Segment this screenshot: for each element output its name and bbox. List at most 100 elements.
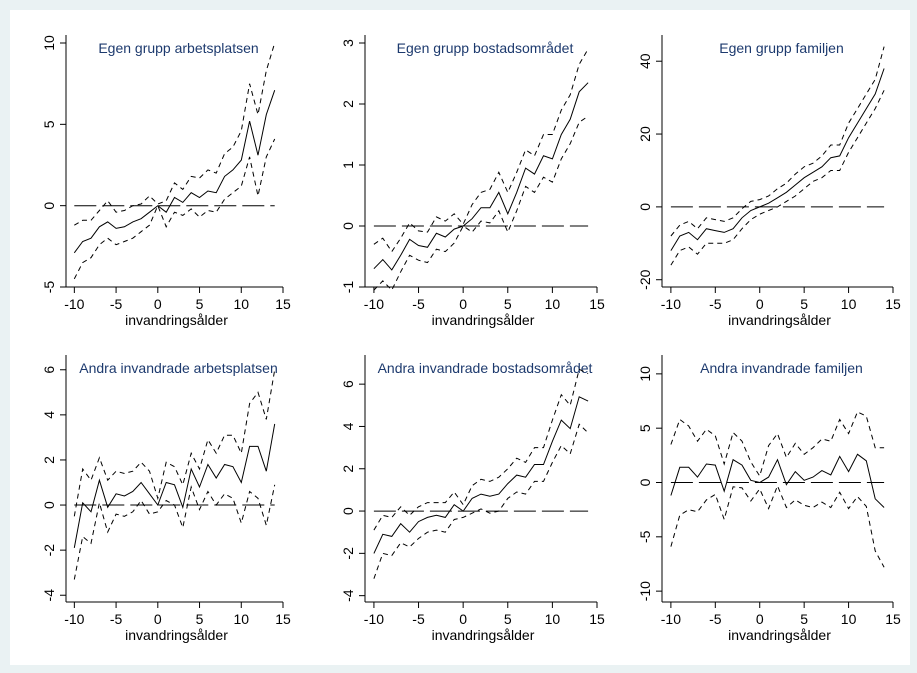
y-tick-label: -5 (637, 530, 653, 543)
x-tick-label: -5 (110, 611, 123, 627)
y-tick-label: 10 (637, 366, 653, 382)
y-tick-label: 4 (340, 422, 356, 430)
y-tick-label: 2 (340, 100, 356, 108)
x-tick-label: 5 (196, 296, 204, 312)
lower-ci-line (670, 90, 885, 266)
estimate-line (670, 453, 885, 508)
y-tick-label: 1 (340, 161, 356, 169)
x-tick-label: 15 (885, 611, 901, 627)
x-tick-label: 0 (756, 296, 764, 312)
y-tick-label: -20 (637, 269, 653, 289)
y-tick-label: -1 (340, 281, 356, 294)
x-tick-label: -10 (661, 611, 681, 627)
y-tick-label: -4 (340, 589, 356, 602)
x-tick-label: 5 (800, 611, 808, 627)
x-tick-label: 15 (589, 611, 605, 627)
lower-ci-line (73, 138, 276, 280)
x-tick-label: 5 (196, 611, 204, 627)
x-tick-label: 15 (275, 296, 291, 312)
estimate-line (73, 90, 276, 254)
y-tick-label: 6 (340, 380, 356, 388)
plot-area: -10 -5 0 5 10 15 -5 0 5 10 invandringsålder Egen gr… (10, 10, 910, 665)
panel-title: Andra invandrade arbetsplatsen (79, 360, 277, 376)
x-axis-label: invandringsålder (728, 627, 831, 643)
y-tick-label: 5 (41, 120, 57, 128)
y-tick-label: 0 (41, 501, 57, 509)
x-tick-label: 10 (545, 611, 561, 627)
x-tick-label: 10 (545, 296, 561, 312)
panel-6: -10 -5 0 5 10 15 -10 -5 0 5 10 invandringsålder Andr… (637, 355, 901, 643)
y-tick-label: 2 (41, 456, 57, 464)
estimate-line (373, 396, 589, 554)
y-tick-label: 0 (41, 202, 57, 210)
x-tick-label: 10 (233, 296, 249, 312)
y-tick-label: 4 (41, 411, 57, 419)
y-tick-label: 0 (340, 222, 356, 230)
panel-title: Egen grupp arbetsplatsen (98, 40, 258, 56)
upper-ci-line (74, 42, 276, 226)
estimate-line (373, 82, 589, 271)
y-tick-label: 10 (41, 35, 57, 51)
x-tick-label: -10 (661, 296, 681, 312)
lower-ci-line (670, 484, 885, 568)
x-axis-label: invandringsålder (432, 627, 535, 643)
upper-ci-line (670, 411, 885, 478)
y-tick-label: 2 (340, 465, 356, 473)
x-tick-label: 15 (885, 296, 901, 312)
x-tick-label: -5 (110, 296, 123, 312)
x-tick-label: -5 (412, 611, 425, 627)
panel-title: Andra invandrade familjen (700, 360, 863, 376)
x-tick-label: 0 (459, 296, 467, 312)
y-tick-label: 3 (340, 39, 356, 47)
x-tick-label: 0 (154, 611, 162, 627)
x-tick-label: 5 (504, 296, 512, 312)
x-tick-label: -5 (709, 611, 722, 627)
y-tick-label: -2 (41, 544, 57, 557)
x-tick-label: 5 (504, 611, 512, 627)
y-tick-label: 5 (637, 424, 653, 432)
y-tick-label: 0 (637, 203, 653, 211)
x-tick-label: 5 (800, 296, 808, 312)
y-tick-label: -10 (637, 581, 653, 601)
panel-title: Andra invandrade bostadsområdet (378, 360, 593, 376)
x-tick-label: -10 (64, 611, 84, 627)
y-tick-label: 0 (637, 478, 653, 486)
estimate-line (670, 68, 885, 251)
lower-ci-line (73, 484, 276, 580)
y-tick-label: -5 (41, 281, 57, 294)
x-tick-label: 0 (154, 296, 162, 312)
panel-3: -10 -5 0 5 10 15 -20 0 20 40 invandringsålder Egen … (637, 35, 901, 328)
x-tick-label: 10 (841, 611, 857, 627)
y-tick-label: -4 (41, 589, 57, 602)
estimate-line (73, 423, 276, 548)
x-tick-label: -10 (64, 296, 84, 312)
y-tick-label: 40 (637, 53, 653, 69)
panel-1: -10 -5 0 5 10 15 -5 0 5 10 invandringsålder Egen gr… (41, 35, 291, 328)
x-tick-label: 10 (233, 611, 249, 627)
y-tick-label: 20 (637, 126, 653, 142)
x-tick-label: 15 (275, 611, 291, 627)
upper-ci-line (373, 48, 589, 253)
panel-4: -10 -5 0 5 10 15 -4 -2 0 2 4 6 invandringsålder Andra… (41, 355, 291, 643)
upper-ci-line (670, 46, 885, 237)
y-tick-label: 0 (340, 507, 356, 515)
upper-ci-line (373, 368, 589, 531)
lower-ci-line (373, 115, 589, 291)
x-tick-label: -5 (709, 296, 722, 312)
panel-title: Egen grupp familjen (719, 40, 844, 56)
lower-ci-line (373, 423, 589, 579)
x-tick-label: 0 (756, 611, 764, 627)
x-tick-label: -10 (364, 611, 384, 627)
x-axis-label: invandringsålder (432, 312, 535, 328)
x-tick-label: 10 (841, 296, 857, 312)
x-tick-label: 0 (459, 611, 467, 627)
x-tick-label: 15 (589, 296, 605, 312)
x-axis-label: invandringsålder (728, 312, 831, 328)
x-axis-label: invandringsålder (125, 627, 228, 643)
x-axis-label: invandringsålder (125, 312, 228, 328)
upper-ci-line (73, 369, 276, 517)
x-tick-label: -10 (364, 296, 384, 312)
y-tick-label: 6 (41, 366, 57, 374)
